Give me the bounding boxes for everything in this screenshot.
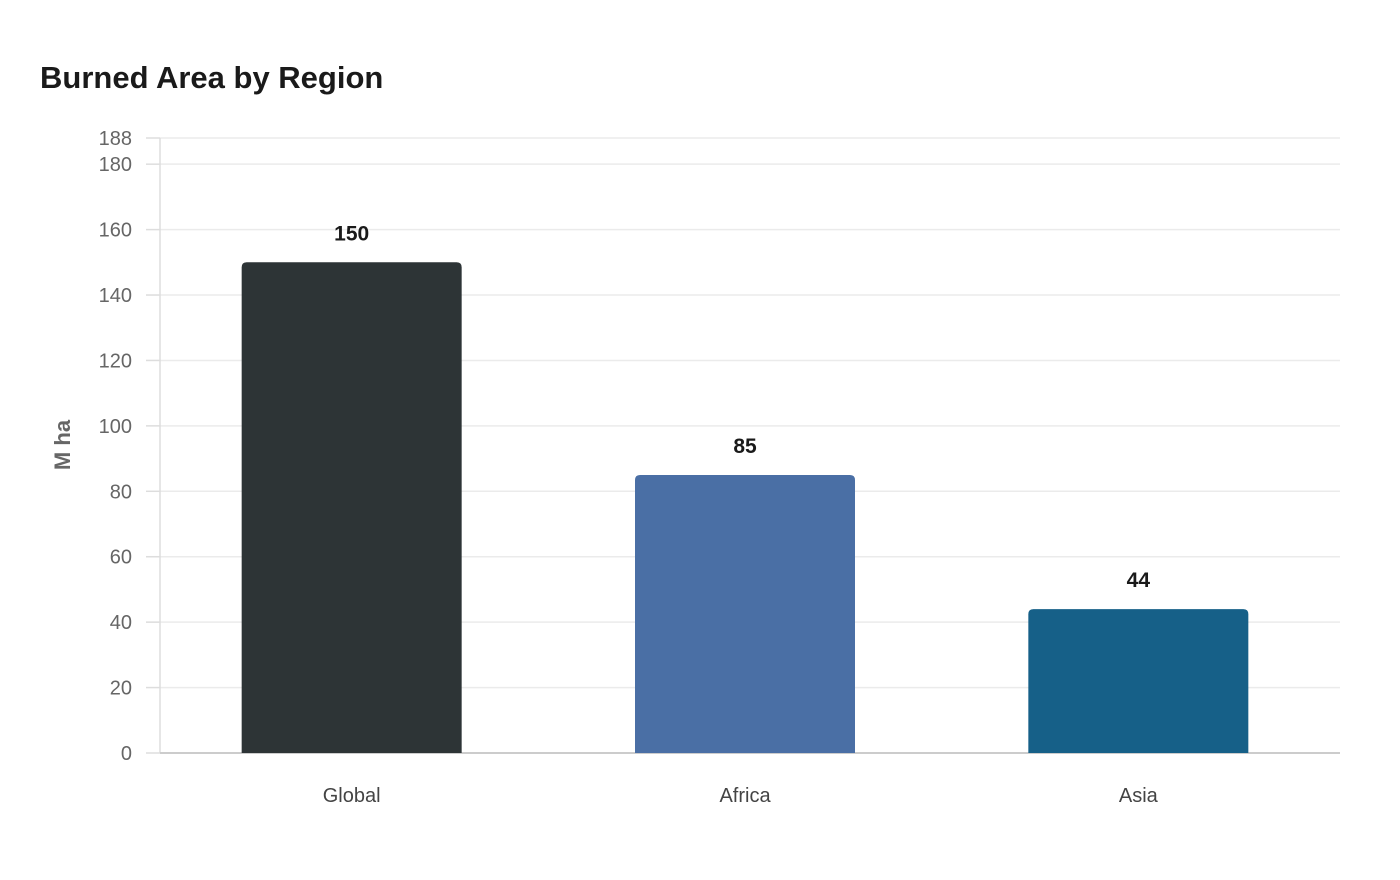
labels: 0 20 40 60 80 100 120 140 160 180 188 150 Global 85 Af… [99,128,1159,807]
x-category-label: Global [323,785,381,807]
data-label: 85 [733,435,757,458]
y-tick-label: 120 [99,350,132,372]
y-axis-title: M ha [50,419,75,470]
y-tick-label: 0 [121,743,132,765]
x-category-label: Asia [1119,785,1159,807]
y-tick-label: 160 [99,220,132,242]
bar-africa [635,474,855,753]
y-tick-label: 188 [99,128,132,150]
data-label: 44 [1127,569,1151,592]
y-tick-label: 140 [99,285,132,307]
y-tick-label: 100 [99,416,132,438]
bars [241,262,1249,753]
y-tick-label: 40 [110,612,132,634]
bar-asia [1028,609,1249,753]
y-tick-label: 60 [110,547,132,569]
y-tick-label: 20 [110,678,132,700]
y-tick-label: 80 [110,481,132,503]
bar-global [241,262,462,753]
data-label: 150 [334,222,369,245]
y-tick-label: 180 [99,154,132,176]
x-category-label: Africa [719,785,771,807]
chart-title: Burned Area by Region [40,60,384,95]
